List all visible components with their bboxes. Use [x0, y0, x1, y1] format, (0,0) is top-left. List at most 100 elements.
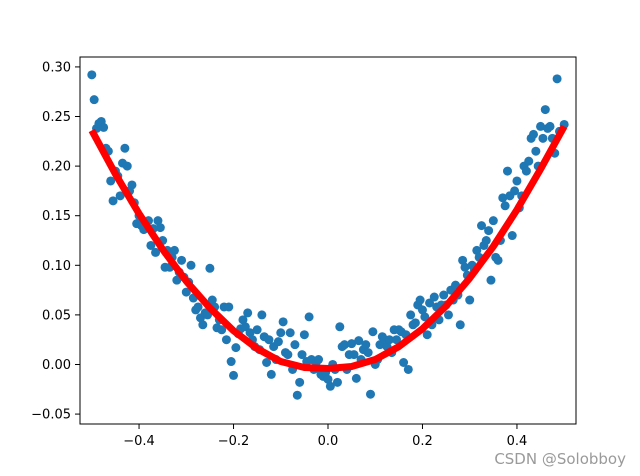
- scatter-point: [181, 287, 191, 297]
- scatter-point: [276, 328, 286, 338]
- scatter-point: [106, 176, 116, 186]
- scatter-point: [231, 343, 241, 353]
- scatter-point: [420, 312, 430, 322]
- axes: −0.4 −0.2 0.0 0.2 0.4 −0.05 0.00 0.05 0.10 0.15 0.…: [31, 56, 577, 449]
- scatter-point: [481, 236, 491, 245]
- scatter-point: [455, 320, 465, 330]
- scatter-point: [264, 335, 274, 345]
- scatter-point: [283, 350, 293, 360]
- scatter-point: [243, 308, 253, 318]
- fit-line-layer: [88, 124, 568, 372]
- scatter-point: [484, 226, 494, 236]
- scatter-point: [332, 377, 342, 387]
- scatter-point: [422, 330, 432, 340]
- scatter-point: [229, 370, 239, 380]
- scatter-point: [122, 161, 132, 171]
- scatter-point: [349, 350, 359, 360]
- scatter-point: [521, 166, 531, 176]
- scatter-point: [552, 74, 562, 84]
- scatter-point: [252, 325, 262, 335]
- scatter-point: [415, 295, 425, 305]
- y-tick-label: 0.30: [42, 60, 71, 75]
- scatter-point: [292, 390, 302, 400]
- scatter-point: [257, 310, 267, 320]
- csdn-watermark: CSDN @Solobboy: [494, 450, 626, 468]
- y-tick-label: 0.05: [42, 308, 71, 323]
- scatter-point: [443, 310, 453, 320]
- x-tick-label: −0.4: [123, 434, 155, 449]
- x-tick-label: 0.4: [507, 434, 528, 449]
- scatter-point: [299, 330, 309, 340]
- scatter-point: [221, 335, 231, 345]
- fit-line: [88, 124, 568, 372]
- scatter-point: [297, 350, 307, 360]
- scatter-point: [540, 105, 550, 115]
- scatter-point: [392, 335, 401, 345]
- scatter-point: [304, 312, 314, 322]
- scatter-point: [347, 339, 357, 349]
- plot-area: [87, 70, 569, 400]
- scatter-point: [87, 70, 97, 80]
- y-tick-label: 0.00: [42, 358, 71, 373]
- scatter-point: [169, 245, 179, 255]
- scatter-point: [477, 221, 487, 231]
- scatter-point: [155, 223, 165, 233]
- scatter-point: [498, 193, 508, 203]
- x-tick-label: −0.2: [218, 434, 250, 449]
- scatter-point: [207, 295, 217, 305]
- scatter-point: [465, 295, 475, 305]
- scatter-point: [417, 305, 427, 315]
- y-tick-label: 0.15: [42, 209, 71, 224]
- scatter-point: [410, 318, 420, 328]
- scatter-point: [500, 201, 510, 211]
- scatter-point: [472, 245, 482, 255]
- scatter-point: [335, 322, 345, 332]
- scatter-point: [217, 325, 227, 335]
- scatter-point: [340, 340, 350, 350]
- y-tick-label: 0.25: [42, 110, 71, 125]
- scatter-point: [366, 389, 376, 399]
- scatter-point: [325, 381, 335, 391]
- scatter-point: [538, 133, 548, 143]
- scatter-point: [512, 176, 522, 186]
- scatter-point: [285, 328, 295, 338]
- scatter-point: [486, 275, 496, 285]
- scatter-point: [531, 146, 541, 156]
- scatter-point: [245, 328, 255, 338]
- y-tick-label: −0.05: [31, 408, 71, 423]
- scatter-point: [89, 95, 99, 105]
- scatter-point: [510, 186, 520, 196]
- scatter-point: [193, 302, 203, 312]
- scatter-point: [99, 122, 109, 132]
- scatter-point: [323, 374, 333, 384]
- scatter-point: [458, 255, 468, 265]
- scatter-point: [363, 348, 373, 358]
- y-tick-label: 0.20: [42, 160, 71, 175]
- scatter-point: [290, 340, 300, 350]
- scatter-point: [493, 255, 503, 265]
- scatter-point: [295, 377, 305, 387]
- scatter-point: [205, 263, 215, 273]
- scatter-point: [278, 317, 288, 327]
- scatter-point: [406, 310, 416, 320]
- scatter-point: [172, 275, 182, 285]
- scatter-point: [273, 337, 283, 347]
- scatter-point: [314, 355, 324, 365]
- scatter-point: [361, 340, 371, 350]
- scatter-point: [186, 260, 196, 270]
- scatter-point: [226, 357, 236, 367]
- x-tick-label: 0.0: [318, 434, 339, 449]
- scatter-point: [488, 216, 498, 226]
- scatter-point: [224, 302, 234, 312]
- scatter-point: [153, 216, 163, 226]
- x-tick-label: 0.2: [412, 434, 433, 449]
- scatter-point: [460, 262, 470, 272]
- scatter-point: [384, 335, 394, 345]
- scatter-point: [266, 369, 276, 379]
- scatter-point: [127, 180, 137, 190]
- scatter-point: [503, 166, 512, 176]
- scatter-point: [403, 364, 413, 374]
- scatter-point: [238, 315, 248, 325]
- y-tick-label: 0.10: [42, 259, 71, 274]
